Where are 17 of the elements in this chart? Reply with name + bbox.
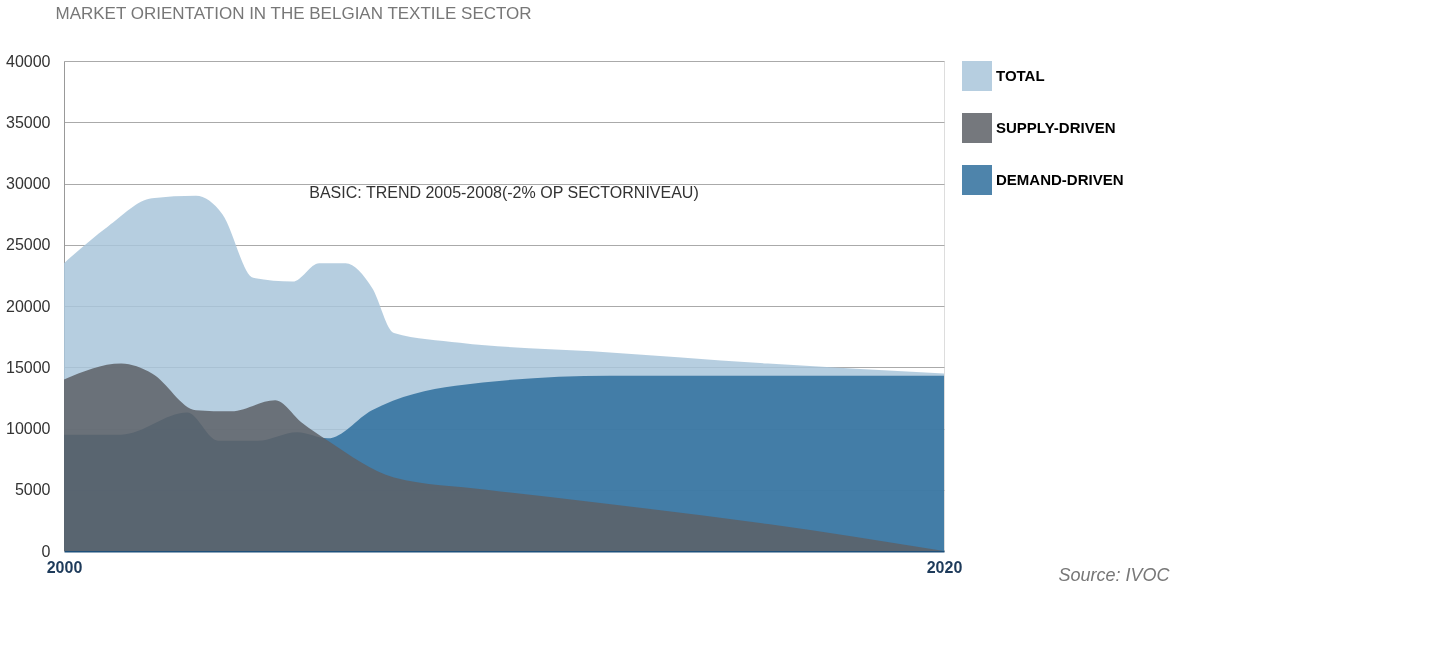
- y-tick-label: 30000: [6, 175, 51, 192]
- y-tick-label: 10000: [6, 420, 51, 437]
- legend-label: SUPPLY-DRIVEN: [996, 119, 1116, 136]
- y-tick-label: 40000: [6, 52, 51, 70]
- annotation: BASIC: TREND 2005-2008(-2% OP SECTORNIVEAU): [309, 184, 699, 202]
- y-tick-label: 20000: [6, 297, 51, 315]
- y-tick-label: 15000: [6, 358, 51, 376]
- legend-label: TOTAL: [996, 67, 1045, 84]
- y-tick-label: 5000: [14, 481, 51, 499]
- legend-label: DEMAND-DRIVEN: [996, 171, 1124, 188]
- y-tick-label: 25000: [6, 236, 51, 254]
- x-tick-label: 2000: [46, 558, 83, 576]
- y-tick-label: 35000: [6, 113, 51, 131]
- x-tick-label: 2020: [926, 558, 963, 576]
- source-note: Source: IVOC: [1058, 565, 1171, 585]
- chart-title: MARKET ORIENTATION IN THE BELGIAN TEXTILE SECTOR: [55, 4, 532, 23]
- y-tick-label: 0: [41, 542, 51, 560]
